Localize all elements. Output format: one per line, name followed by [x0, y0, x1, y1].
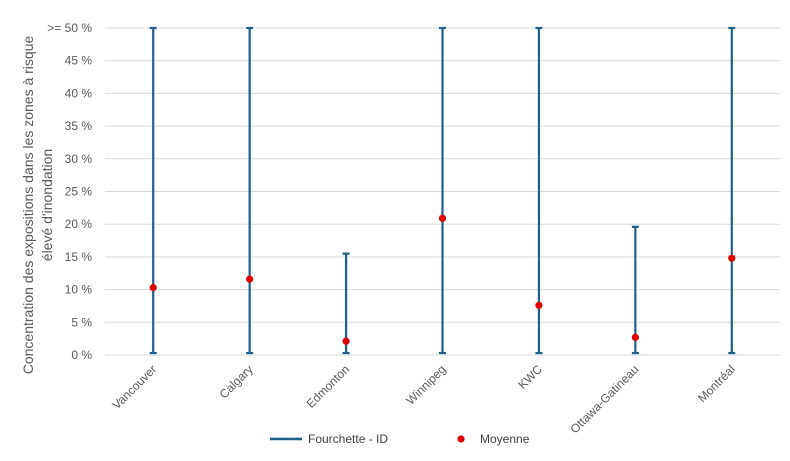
x-tick-label: Edmonton — [304, 362, 353, 411]
mean-point — [342, 337, 350, 345]
y-tick-label: 5 % — [71, 315, 92, 329]
mean-series — [149, 214, 736, 345]
range-bar — [149, 26, 157, 355]
mean-point — [535, 301, 543, 309]
mean-point — [631, 333, 639, 341]
range-bar — [439, 26, 446, 355]
legend-mean-swatch — [457, 435, 465, 443]
legend: Fourchette - ID Moyenne — [270, 432, 530, 446]
y-axis-title-line: élevé d'inondation — [39, 149, 55, 261]
x-tick-label: KWC — [515, 362, 545, 392]
y-tick-label: 10 % — [65, 283, 93, 297]
range-bar — [246, 26, 254, 355]
mean-point — [438, 214, 447, 222]
range-bar — [631, 225, 639, 355]
y-tick-label: 45 % — [65, 54, 93, 68]
x-tick-label: Montréal — [695, 362, 738, 405]
range-bar — [535, 26, 543, 355]
range-series — [149, 26, 736, 355]
x-tick-label: Ottawa-Gatineau — [567, 362, 641, 436]
y-tick-label: 35 % — [65, 119, 93, 133]
y-tick-label: >= 50 % — [47, 21, 92, 35]
y-axis-title-line: Concentration des expositions dans les z… — [20, 36, 36, 375]
y-tick-label: 40 % — [65, 86, 93, 100]
range-bar — [728, 26, 736, 355]
legend-mean-label: Moyenne — [480, 432, 530, 446]
mean-point — [246, 275, 254, 283]
x-tick-label: Calgary — [217, 362, 256, 401]
y-tick-label: 25 % — [65, 185, 93, 199]
y-tick-label: 20 % — [65, 217, 93, 231]
legend-range-label: Fourchette - ID — [308, 432, 388, 446]
y-axis-title: Concentration des expositions dans les z… — [20, 36, 55, 375]
y-tick-label: 30 % — [65, 152, 93, 166]
x-tick-label: Vancouver — [109, 362, 159, 412]
y-tick-label: 0 % — [71, 348, 92, 362]
mean-point — [728, 254, 736, 262]
y-tick-label: 15 % — [65, 250, 93, 264]
mean-point — [149, 284, 157, 292]
x-tick-labels: Vancouver Calgary Edmonton Winnipeg KWC Ottaw… — [109, 362, 737, 436]
range-bar — [342, 252, 350, 355]
x-tick-label: Winnipeg — [403, 362, 448, 407]
y-tick-labels: 0 % 5 % 10 % 15 % 20 % 25 % 30 % 35 % 40 % 45 % >=… — [47, 21, 92, 362]
